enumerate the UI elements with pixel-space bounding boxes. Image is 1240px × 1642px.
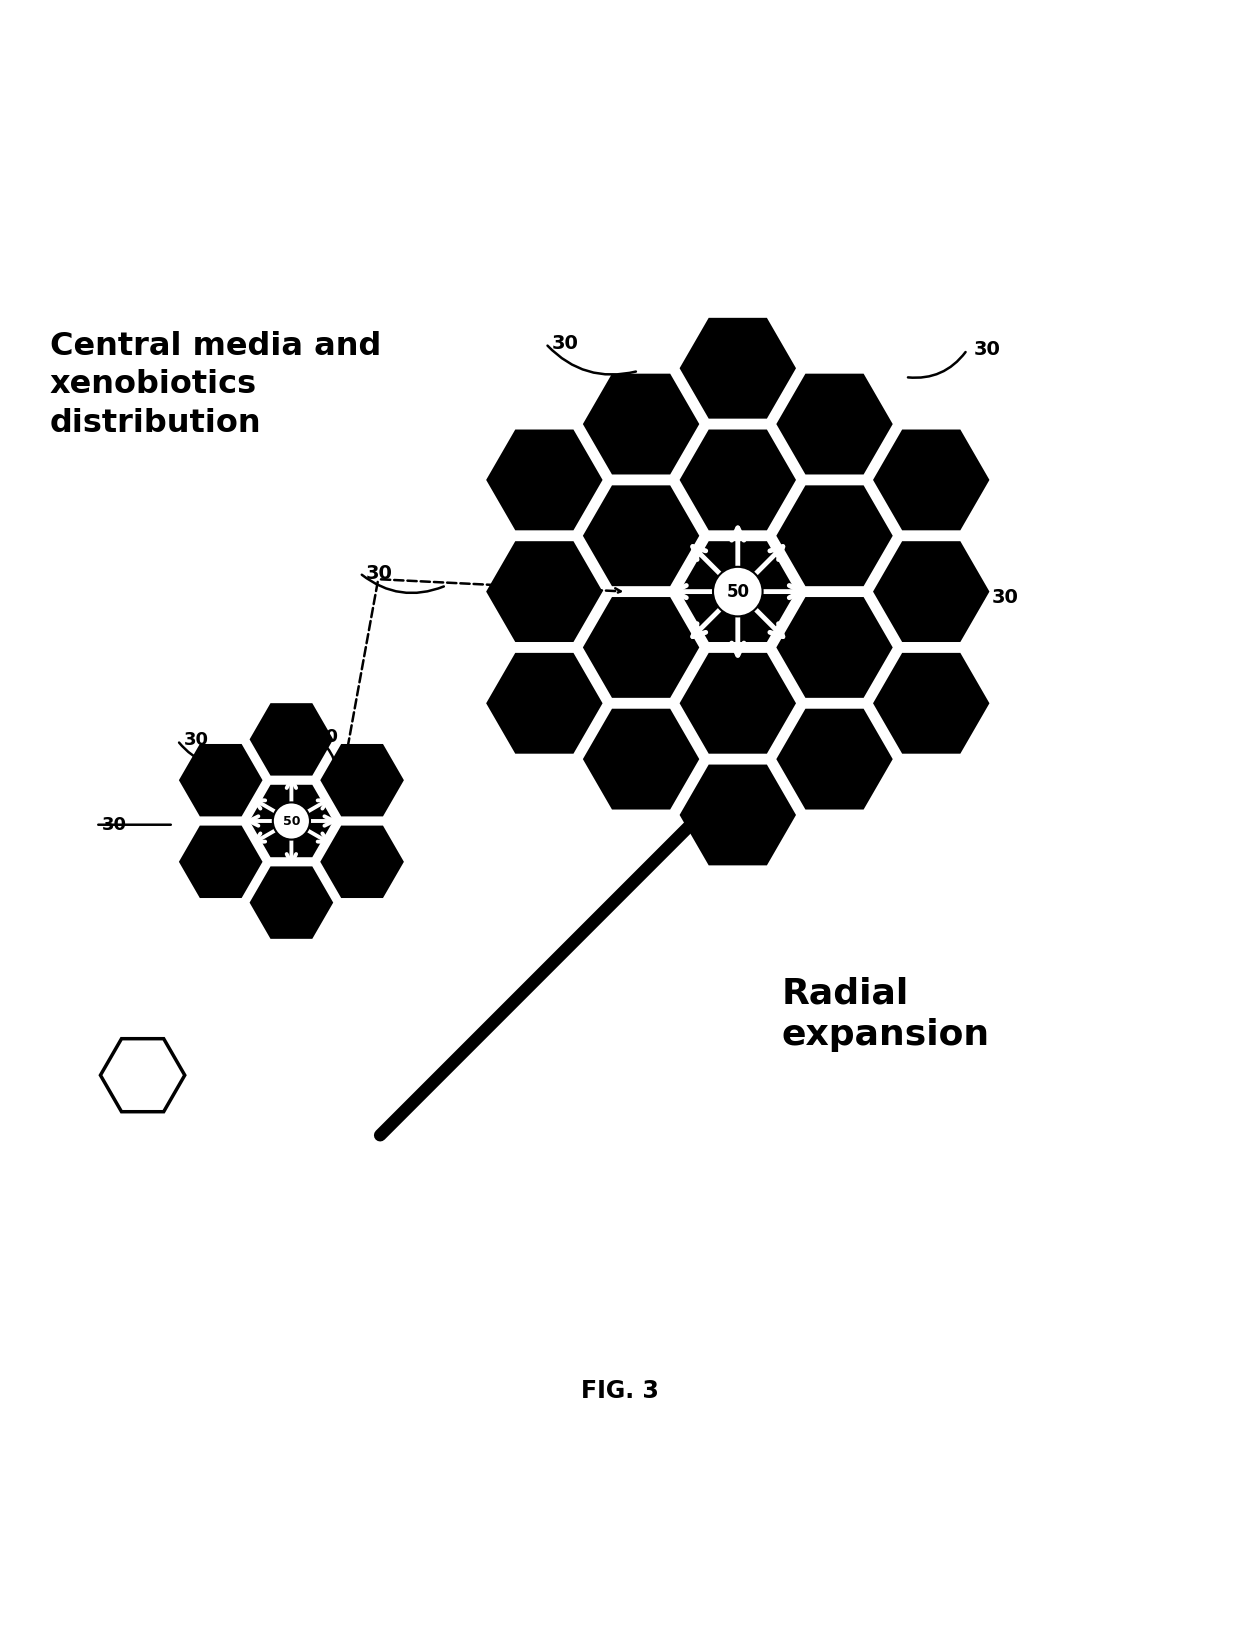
Polygon shape: [677, 539, 799, 644]
Polygon shape: [100, 1039, 185, 1112]
Text: 50: 50: [727, 583, 749, 601]
Polygon shape: [870, 427, 992, 532]
Polygon shape: [677, 650, 799, 755]
Polygon shape: [580, 594, 702, 699]
Polygon shape: [774, 706, 895, 811]
Text: 50: 50: [283, 814, 300, 828]
Polygon shape: [177, 824, 264, 900]
Polygon shape: [319, 742, 405, 818]
Polygon shape: [248, 783, 335, 859]
Text: 30: 30: [184, 731, 208, 749]
Polygon shape: [677, 427, 799, 532]
Polygon shape: [677, 315, 799, 420]
Polygon shape: [774, 594, 895, 699]
Text: Radial
expansion: Radial expansion: [781, 975, 990, 1053]
Polygon shape: [580, 706, 702, 811]
Polygon shape: [248, 865, 335, 941]
Polygon shape: [580, 483, 702, 588]
Polygon shape: [177, 742, 264, 818]
Polygon shape: [319, 824, 405, 900]
Text: FIG. 3: FIG. 3: [582, 1379, 658, 1404]
Circle shape: [713, 566, 763, 616]
Polygon shape: [774, 371, 895, 476]
Polygon shape: [484, 650, 605, 755]
Text: 30: 30: [366, 563, 393, 583]
Polygon shape: [484, 427, 605, 532]
Polygon shape: [870, 650, 992, 755]
Text: 30: 30: [973, 340, 1001, 360]
Text: 30: 30: [552, 333, 579, 353]
Text: 30: 30: [314, 727, 339, 745]
Polygon shape: [870, 539, 992, 644]
Text: 30: 30: [102, 816, 126, 834]
Polygon shape: [677, 762, 799, 867]
Circle shape: [273, 803, 310, 839]
Text: 30: 30: [992, 588, 1019, 608]
Polygon shape: [248, 701, 335, 777]
Polygon shape: [774, 483, 895, 588]
Text: Central media and
xenobiotics
distribution: Central media and xenobiotics distributi…: [50, 332, 381, 438]
Polygon shape: [484, 539, 605, 644]
Polygon shape: [580, 371, 702, 476]
